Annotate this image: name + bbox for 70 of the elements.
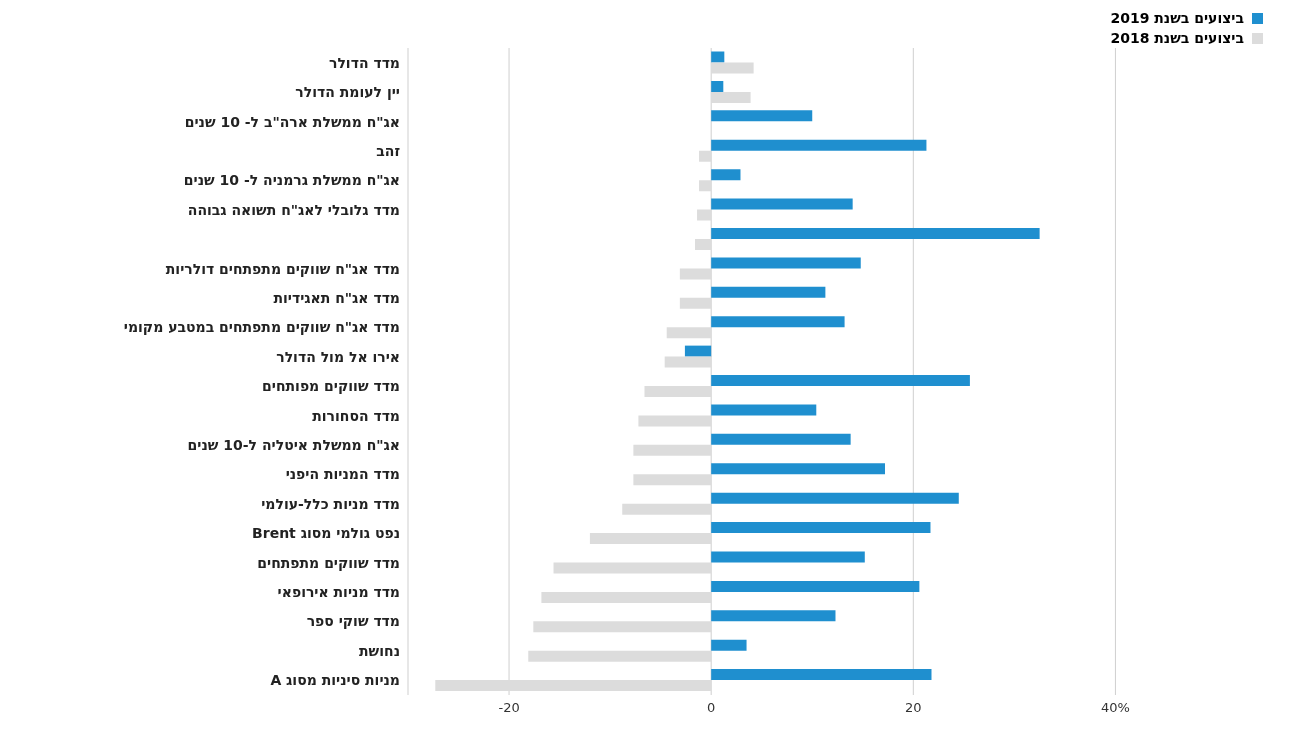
bar (711, 433, 851, 445)
bar (435, 680, 712, 692)
bar (711, 139, 927, 151)
y-tick-label: מדד שווקים מפותחים (262, 378, 400, 395)
bar (711, 316, 845, 328)
bar (711, 227, 1040, 239)
bar (553, 562, 712, 574)
bar (711, 404, 817, 416)
bar (711, 669, 932, 681)
bar (711, 375, 970, 387)
x-tick-label: -20 (498, 700, 520, 716)
y-tick-label: מדד הסחורות (312, 407, 400, 424)
bar (711, 198, 853, 210)
bar (711, 580, 920, 592)
bar (679, 297, 712, 309)
bar (528, 650, 712, 662)
bar (711, 169, 741, 181)
y-tick-label: אירו אל מול הדולר (276, 348, 400, 365)
bar (699, 180, 712, 192)
bar (711, 610, 836, 622)
y-tick-label: מדד גלובלי לאג"ח תשואה גבוהה (187, 201, 400, 218)
y-tick-label: מדד אג"ח שווקים מתפתחים במטבע מקומי (123, 319, 400, 336)
bar (666, 327, 712, 339)
bar (711, 51, 725, 63)
y-tick-label: מדד אג"ח תאגידיות (273, 289, 400, 306)
y-tick-label: מדד המניות היפני (285, 466, 400, 483)
bar (711, 80, 724, 92)
bar (638, 415, 712, 427)
bar (633, 444, 712, 456)
legend-label: ביצועים בשנת 2018 (1110, 29, 1244, 48)
bar (684, 345, 712, 357)
y-tick-label: מדד שווקים מתפתחים (257, 554, 400, 571)
y-tick-label: אג"ח ממשלת גרמניה ל- 10 שנים (183, 172, 400, 189)
bar (711, 551, 865, 563)
bar (697, 209, 712, 221)
bar (711, 91, 751, 103)
bar (622, 503, 712, 515)
bar (711, 257, 861, 269)
y-tick-label: מדד מניות אירופאי (277, 584, 400, 601)
y-tick-label: אג"ח ממשלת ארה"ב ל- 10 שנים (184, 113, 400, 130)
y-tick-label: מדד מניות כלל-עולמי (261, 495, 400, 512)
y-tick-label: מדד שוקי ספר (306, 613, 400, 630)
bar (711, 639, 747, 651)
y-tick-label: מדד הדולר (328, 54, 400, 71)
bar (589, 533, 712, 545)
y-tick-label: יין לעומת הדולר (295, 84, 400, 101)
y-tick-label: מניות סיניות מסוג A (270, 672, 400, 689)
y-tick-label: נפט גולמי מסוג Brent (252, 525, 400, 542)
legend-label: ביצועים בשנת 2019 (1110, 9, 1244, 28)
bar (711, 463, 885, 475)
y-tick-label: נחושת (359, 642, 400, 659)
x-tick-label: 40% (1100, 700, 1130, 716)
y-tick-label: מדד אג"ח שווקים מתפתחים דולריות (165, 260, 400, 277)
bar (711, 492, 959, 504)
x-tick-label: 20 (905, 700, 922, 716)
bar (699, 150, 712, 162)
bar (711, 62, 754, 74)
bar (679, 268, 712, 280)
bar (711, 522, 931, 534)
y-tick-label: אג"ח ממשלת איטליה ל-10 שנים (187, 437, 400, 454)
bar (541, 591, 712, 603)
bar (533, 621, 712, 633)
bar (664, 356, 712, 368)
bar (711, 110, 813, 122)
y-tick-label: זהב (376, 142, 400, 159)
bar (644, 386, 712, 398)
bar (695, 238, 712, 250)
bar (711, 286, 826, 298)
bar (633, 474, 712, 486)
x-tick-label: 0 (707, 700, 716, 716)
